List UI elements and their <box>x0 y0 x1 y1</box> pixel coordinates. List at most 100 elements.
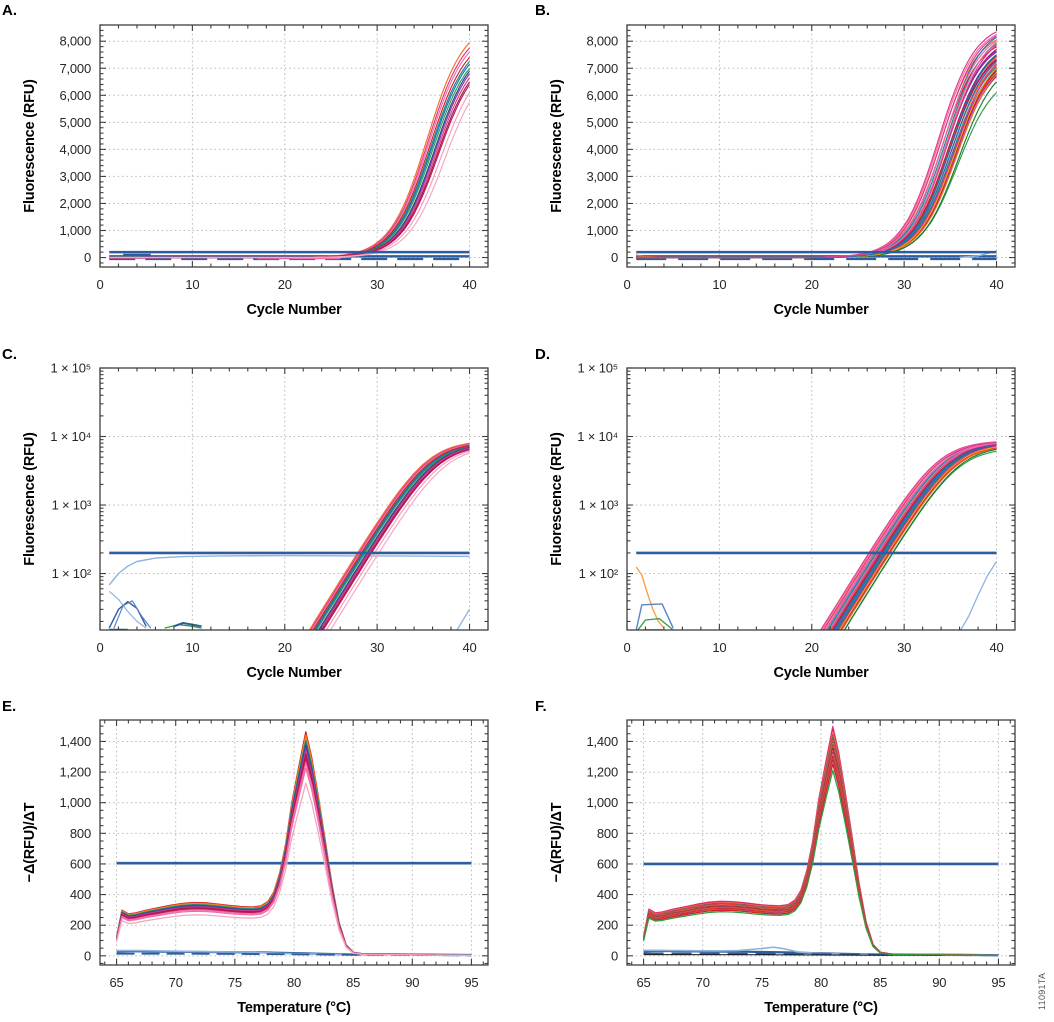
chart-panel-c: 0 10 20 30 40 1 × 10² 1 × 10³ 1 × 10⁴ 1 × 10⁵ Cyc… <box>22 361 489 681</box>
axis-ticks <box>99 24 488 267</box>
x-tick-label: 30 <box>370 640 384 655</box>
trace <box>960 561 998 630</box>
trace <box>322 449 470 630</box>
y-tick-label: 200 <box>70 918 91 933</box>
y-axis-title: Fluorescence (RFU) <box>549 432 565 566</box>
x-tick-label: 85 <box>346 975 360 990</box>
y-tick-label: 7,000 <box>586 61 618 76</box>
x-tick-label: 80 <box>814 975 828 990</box>
trace <box>636 67 997 259</box>
x-tick-label: 70 <box>696 975 710 990</box>
trace <box>313 445 470 630</box>
x-tick-label: 95 <box>991 975 1005 990</box>
trace <box>838 446 997 630</box>
chart-panel-f: 65 70 75 80 85 90 95 0 200 400 600 800 1,000 1,200 1,4… <box>549 719 1016 1016</box>
trace <box>108 554 470 586</box>
y-tick-label: 400 <box>597 887 618 902</box>
trace <box>320 448 470 630</box>
x-tick-label: 40 <box>989 640 1003 655</box>
x-axis-title: Cycle Number <box>246 665 342 681</box>
y-tick-label: 600 <box>597 856 618 871</box>
trace <box>109 73 470 259</box>
y-axis-title: Fluorescence (RFU) <box>22 432 38 566</box>
axis-ticks <box>99 367 488 630</box>
trace <box>820 441 997 630</box>
y-tick-label: 200 <box>597 918 618 933</box>
y-tick-label: 2,000 <box>59 196 91 211</box>
y-axis-title: Fluorescence (RFU) <box>22 79 38 213</box>
trace <box>109 47 470 259</box>
trace <box>109 81 470 259</box>
x-tick-label: 10 <box>185 640 199 655</box>
trace <box>321 448 470 630</box>
x-tick-label: 0 <box>96 640 103 655</box>
series-traces <box>635 441 998 630</box>
trace <box>636 39 997 259</box>
trace <box>325 450 470 630</box>
y-tick-label: 8,000 <box>59 34 91 49</box>
y-tick-label: 2,000 <box>586 196 618 211</box>
y-tick-label: 1 × 10⁴ <box>577 429 618 444</box>
trace <box>310 443 470 630</box>
y-tick-label: 1 × 10³ <box>52 498 92 513</box>
x-tick-label: 90 <box>932 975 946 990</box>
y-tick-label: 5,000 <box>586 115 618 130</box>
panel-label-b: B. <box>535 2 550 19</box>
trace <box>831 444 997 630</box>
x-tick-label: 30 <box>897 640 911 655</box>
trace <box>836 446 997 630</box>
trace <box>109 67 470 259</box>
axis-ticks <box>100 720 488 965</box>
panel-label-a: A. <box>2 2 17 19</box>
trace <box>825 442 997 630</box>
y-axis-title: −Δ(RFU)/ΔT <box>22 802 38 882</box>
x-tick-label: 20 <box>278 277 292 292</box>
trace <box>109 61 470 259</box>
trace <box>109 42 470 259</box>
y-tick-label: 8,000 <box>586 34 618 49</box>
trace <box>173 622 202 628</box>
trace <box>834 445 997 630</box>
series-traces <box>108 442 471 630</box>
x-axis-title: Temperature (°C) <box>764 1000 878 1016</box>
y-tick-label: 5,000 <box>59 115 91 130</box>
y-tick-label: 1 × 10⁵ <box>578 361 619 376</box>
trace <box>635 566 665 629</box>
panel-label-e: E. <box>2 698 17 715</box>
y-tick-label: 6,000 <box>586 88 618 103</box>
trace <box>109 63 470 259</box>
x-tick-label: 30 <box>897 277 911 292</box>
chart-panel-a: 0 10 20 30 40 0 1,000 2,000 3,000 4,000 5,000 6,000… <box>22 24 489 318</box>
x-tick-label: 20 <box>278 640 292 655</box>
plot-border <box>99 24 489 268</box>
y-tick-label: 1 × 10² <box>579 566 619 581</box>
trace <box>642 747 999 957</box>
trace <box>314 445 470 630</box>
trace <box>636 48 997 259</box>
y-tick-label: 6,000 <box>59 88 91 103</box>
y-tick-label: 1 × 10³ <box>579 498 619 513</box>
y-tick-label: 1 × 10⁵ <box>51 361 92 376</box>
trace <box>109 51 470 259</box>
trace <box>109 101 471 259</box>
series-traces <box>636 31 997 261</box>
trace <box>164 623 202 629</box>
x-tick-label: 90 <box>405 975 419 990</box>
y-tick-label: 600 <box>70 856 91 871</box>
series-traces <box>642 725 999 957</box>
trace <box>329 452 470 630</box>
series-traces <box>115 731 472 957</box>
y-axis-title: −Δ(RFU)/ΔT <box>549 802 565 882</box>
y-tick-label: 4,000 <box>59 142 91 157</box>
y-tick-label: 400 <box>70 887 91 902</box>
axis-ticks <box>626 367 1015 630</box>
chart-panel-e: 65 70 75 80 85 90 95 0 200 400 600 800 1,000 1,200 1,4… <box>22 719 489 1016</box>
y-tick-label: 3,000 <box>586 169 618 184</box>
trace <box>823 441 997 630</box>
x-tick-label: 95 <box>464 975 478 990</box>
y-tick-label: 1 × 10² <box>52 566 92 581</box>
y-tick-label: 1,000 <box>586 223 618 238</box>
panel-label-f: F. <box>535 698 547 715</box>
y-tick-label: 3,000 <box>59 169 91 184</box>
y-tick-label: 1,200 <box>59 765 91 780</box>
